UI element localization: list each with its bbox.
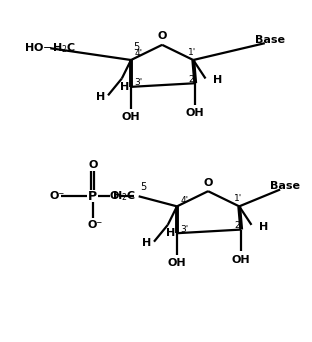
- Text: OH: OH: [122, 112, 140, 122]
- Text: H: H: [120, 82, 129, 92]
- Text: 2': 2': [234, 221, 242, 230]
- Text: 3': 3': [134, 78, 143, 87]
- Text: H: H: [259, 222, 268, 232]
- Text: O: O: [158, 31, 167, 41]
- Text: 5: 5: [134, 42, 140, 52]
- Text: O⁻: O⁻: [50, 191, 65, 201]
- Text: H: H: [142, 238, 151, 248]
- Text: P: P: [88, 190, 97, 203]
- Text: O: O: [88, 160, 97, 170]
- Text: 4': 4': [181, 196, 189, 205]
- Text: H: H: [166, 228, 175, 238]
- Text: Base: Base: [255, 35, 285, 45]
- Text: H: H: [213, 75, 222, 85]
- Text: Base: Base: [270, 181, 300, 191]
- Text: 4': 4': [134, 50, 143, 58]
- Text: 2': 2': [188, 75, 196, 84]
- Text: OH: OH: [186, 108, 205, 118]
- Text: 1': 1': [234, 195, 242, 203]
- Text: O: O: [110, 191, 119, 201]
- Text: HO$-$H$_2$C: HO$-$H$_2$C: [24, 41, 76, 55]
- Text: H$_2$C: H$_2$C: [112, 189, 136, 203]
- Text: OH: OH: [232, 255, 251, 265]
- Text: O⁻: O⁻: [88, 220, 103, 230]
- Text: 1': 1': [188, 48, 196, 57]
- Text: H: H: [96, 92, 105, 102]
- Text: O: O: [203, 178, 213, 188]
- Text: 5: 5: [140, 182, 146, 192]
- Text: 3': 3': [181, 225, 189, 234]
- Text: OH: OH: [168, 259, 186, 268]
